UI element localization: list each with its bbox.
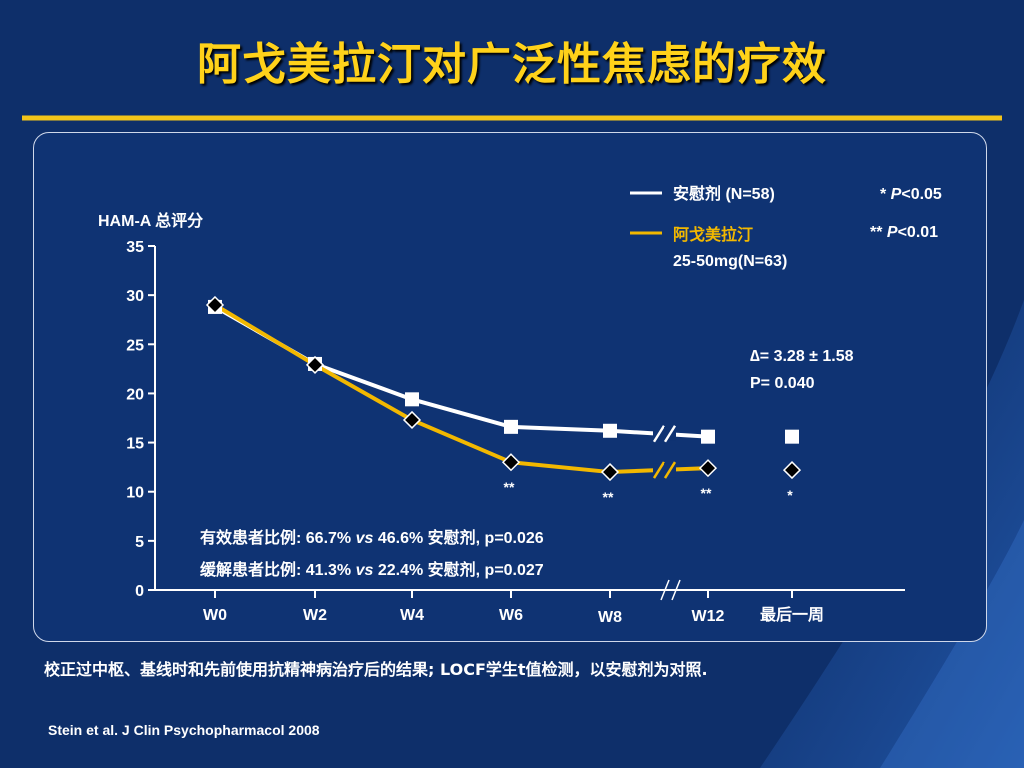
x-tick-label: W6 xyxy=(499,607,523,624)
y-tick-label: 35 xyxy=(126,239,144,256)
sig-legend-p01: ** P<0.01 xyxy=(870,224,938,241)
agomelatine-line xyxy=(213,303,709,475)
agomelatine-point xyxy=(501,453,521,472)
series-break-mark xyxy=(663,461,677,479)
agomelatine-point xyxy=(402,410,422,430)
x-tick-label: W2 xyxy=(303,607,327,624)
x-axis-break-mark xyxy=(660,579,670,601)
response-rate-text: 有效患者比例: 66.7% vs 46.6% 安慰剂, p=0.026 xyxy=(200,528,544,547)
significance-marker: ** xyxy=(504,479,515,495)
slide-title: 阿戈美拉汀对广泛性焦虑的疗效 xyxy=(197,39,827,90)
agomelatine-point xyxy=(782,461,802,480)
y-tick-label: 20 xyxy=(126,386,144,403)
significance-marker: * xyxy=(787,487,793,503)
agomelatine-point xyxy=(600,462,620,482)
agomelatine-point xyxy=(205,295,225,315)
delta-annotation: ∆= 3.28 ± 1.58 xyxy=(750,348,854,365)
placebo-point xyxy=(405,392,419,407)
y-tick-label: 10 xyxy=(126,485,144,502)
placebo-point xyxy=(603,423,617,438)
y-tick-label: 5 xyxy=(135,534,144,551)
chart-labels: HAM-A 总评分 安慰剂 (N=58) 阿戈美拉汀 25-50mg(N=63)… xyxy=(98,184,942,579)
footnote: 校正过中枢、基线时和先前使用抗精神病治疗后的结果; LOCF学生t值检测，以安慰… xyxy=(44,660,708,679)
placebo-point xyxy=(504,419,518,434)
legend-agomelatine-dose: 25-50mg(N=63) xyxy=(673,253,787,270)
x-tick-label: 最后一周 xyxy=(760,606,824,624)
delta-p-annotation: P= 0.040 xyxy=(750,375,815,392)
agomelatine-point xyxy=(698,459,718,478)
chart-panel xyxy=(33,132,987,642)
y-tick-label: 30 xyxy=(126,288,144,305)
sig-legend-p05: * P<0.05 xyxy=(880,186,942,203)
y-axis-label: HAM-A 总评分 xyxy=(98,211,203,230)
legend-agomelatine-label: 阿戈美拉汀 xyxy=(673,225,753,244)
significance-marker: ** xyxy=(603,489,614,505)
x-tick-label: W0 xyxy=(203,607,227,624)
placebo-point xyxy=(701,429,715,444)
y-tick-label: 25 xyxy=(126,337,144,354)
significance-marker: ** xyxy=(701,485,712,501)
chart-series: **** ** * xyxy=(205,295,802,505)
placebo-line xyxy=(214,305,709,439)
x-tick-label: W8 xyxy=(598,609,622,626)
y-tick-label: 15 xyxy=(126,436,144,453)
agomelatine-point xyxy=(305,355,325,374)
remission-rate-text: 缓解患者比例: 41.3% vs 22.4% 安慰剂, p=0.027 xyxy=(199,560,544,579)
x-tick-label: W4 xyxy=(400,607,424,624)
placebo-point xyxy=(785,429,799,444)
series-break-mark xyxy=(663,425,677,443)
x-axis-break-mark xyxy=(671,579,681,601)
citation: Stein et al. J Clin Psychopharmacol 2008 xyxy=(48,722,320,738)
series-break-mark xyxy=(652,425,666,443)
legend-placebo-label: 安慰剂 (N=58) xyxy=(673,184,775,203)
y-tick-label: 0 xyxy=(135,583,144,600)
chart-axes: 0 5 10 15 20 25 30 35 W0 W2 W4 W6 W8 W12 最后一周 xyxy=(126,239,905,626)
x-tick-label: W12 xyxy=(692,608,725,625)
series-break-mark xyxy=(652,461,666,479)
